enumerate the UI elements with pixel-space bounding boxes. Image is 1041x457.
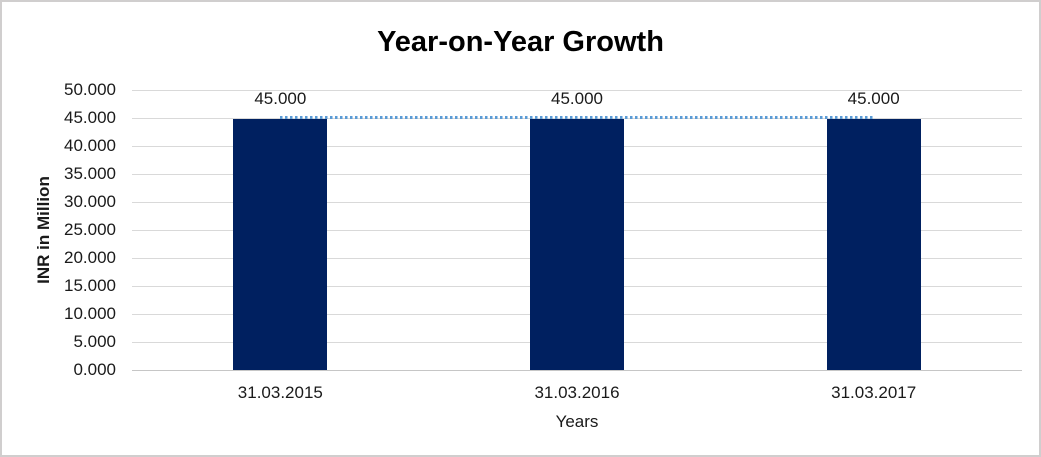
y-tick-label: 10.000 xyxy=(64,304,116,323)
trendline-dotted xyxy=(280,116,874,119)
y-tick-label: 25.000 xyxy=(64,220,116,239)
chart-title: Year-on-Year Growth xyxy=(377,26,664,58)
bar-data-label: 45.000 xyxy=(847,89,900,108)
x-axis-line xyxy=(132,369,1022,371)
x-tick-label: 31.03.2016 xyxy=(534,383,620,402)
x-tick-label: 31.03.2015 xyxy=(237,383,323,402)
y-tick-label: 15.000 xyxy=(64,276,116,295)
gridline xyxy=(132,89,1022,91)
y-tick-label: 40.000 xyxy=(64,136,116,155)
y-tick-label: 30.000 xyxy=(64,192,116,211)
y-tick-label: 35.000 xyxy=(64,164,116,183)
x-axis-title: Years xyxy=(555,412,599,431)
y-axis-title: INR in Million xyxy=(34,176,53,284)
y-tick-label: 0.000 xyxy=(73,360,116,379)
y-tick-label: 50.000 xyxy=(64,80,116,99)
y-tick-label: 45.000 xyxy=(64,108,116,127)
bar-31.03.2016 xyxy=(530,119,624,370)
bar-31.03.2015 xyxy=(233,119,328,370)
bar-31.03.2017 xyxy=(826,119,921,370)
y-tick-label: 5.000 xyxy=(73,332,116,351)
x-tick-label: 31.03.2017 xyxy=(831,383,917,402)
y-tick-label: 20.000 xyxy=(64,248,116,267)
bar-data-label: 45.000 xyxy=(254,89,307,108)
bar-data-label: 45.000 xyxy=(551,89,603,108)
